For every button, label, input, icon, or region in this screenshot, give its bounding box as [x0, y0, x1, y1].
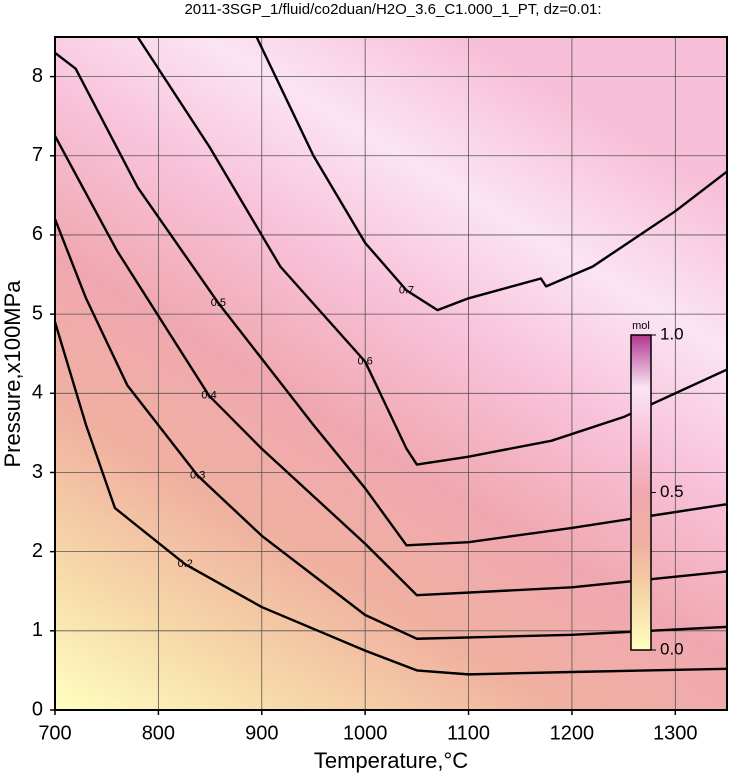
y-tick-label: 7	[32, 144, 43, 166]
colorbar-label: mol	[632, 320, 650, 332]
y-tick-label: 1	[32, 619, 43, 641]
contour-line	[53, 135, 728, 597]
y-tick-label: 0	[32, 698, 43, 720]
x-tick-label: 900	[245, 722, 278, 744]
contour-line	[53, 321, 728, 676]
contour-label: 0.7	[399, 284, 414, 296]
contour-line	[53, 218, 728, 640]
x-tick-label: 1300	[653, 722, 698, 744]
x-tick-label: 1000	[343, 722, 388, 744]
x-tick-label: 700	[38, 722, 71, 744]
colorbar-tick-label: 0.0	[660, 639, 684, 658]
colorbar	[630, 334, 652, 651]
x-axis-label: Temperature,°C	[314, 748, 468, 773]
y-tick-label: 8	[32, 65, 43, 87]
y-tick-label: 2	[32, 540, 43, 562]
contour-line	[255, 36, 728, 312]
plot-frame	[54, 36, 728, 711]
x-tick-label: 1100	[447, 722, 490, 744]
contour-label: 0.6	[358, 356, 373, 368]
x-tick-label: 800	[142, 722, 175, 744]
colorbar-tick-label: 0.5	[660, 482, 684, 501]
y-tick-label: 4	[32, 382, 43, 404]
y-tick-label: 5	[32, 302, 43, 324]
contour-line	[136, 36, 728, 466]
chart-title: 2011-3SGP_1/fluid/co2duan/H2O_3.6_C1.000…	[184, 1, 601, 18]
y-axis-label: Pressure,x100MPa	[0, 280, 25, 468]
contour-line	[54, 51, 728, 547]
colorbar-tick-label: 1.0	[660, 324, 684, 343]
contour-label: 0.5	[211, 297, 226, 309]
x-tick-label: 1200	[550, 722, 595, 744]
contour-label: 0.4	[201, 390, 216, 402]
y-tick-label: 3	[32, 461, 43, 483]
y-tick-label: 6	[32, 223, 43, 245]
contour-label: 0.3	[190, 470, 205, 482]
plot-background	[55, 37, 727, 710]
contour-label: 0.2	[178, 558, 193, 570]
